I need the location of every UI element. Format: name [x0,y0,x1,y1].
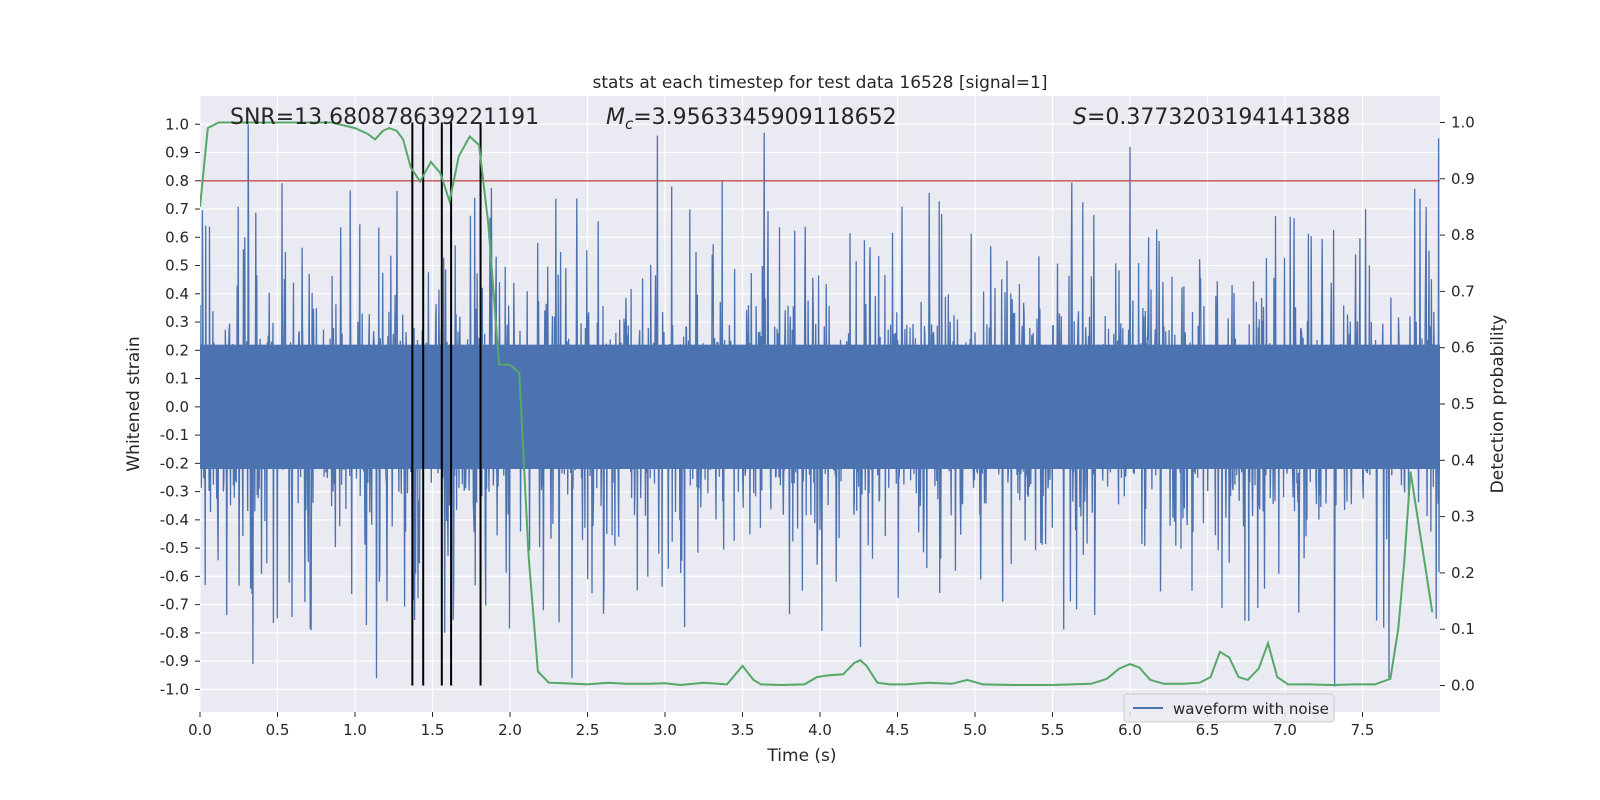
y-axis-right: 1.0 0.9 0.8 0.7 0.6 0.5 0.4 0.3 0.2 0.1 0.0 [1440,113,1475,695]
x-tick-label-10: 5.0 [963,721,987,739]
waveform-core-band [200,344,1440,469]
y-left-tick-label-14: -0.4 [160,511,189,529]
y-left-tick-label-9: 0.1 [165,370,189,388]
x-tick-label-3: 1.5 [421,721,445,739]
y-left-tick-label-2: 0.8 [165,172,189,190]
y-left-tick-label-18: -0.8 [160,624,189,642]
x-tick-label-12: 6.0 [1118,721,1142,739]
y-right-tick-label-0: 1.0 [1451,113,1475,131]
y-right-tick-label-1: 0.9 [1451,170,1475,188]
mc-symbol: M [606,105,625,130]
x-tick-label-4: 2.0 [498,721,522,739]
x-tick-label-9: 4.5 [886,721,910,739]
x-tick-label-8: 4.0 [808,721,832,739]
probability-series [200,121,1434,687]
s-symbol: S [1073,105,1087,130]
y-left-tick-label-5: 0.5 [165,257,189,275]
x-tick-label-1: 0.5 [266,721,290,739]
legend-box [1123,693,1335,723]
s-value: =0.3773203194141388 [1087,105,1350,130]
y-left-tick-label-3: 0.7 [165,200,189,218]
x-tick-label-5: 2.5 [576,721,600,739]
legend: waveform with noise [1123,693,1335,723]
y-left-tick-label-11: -0.1 [160,426,189,444]
mc-subscript: c [625,115,634,133]
y-left-tick-label-20: -1.0 [160,680,189,698]
y-left-tick-label-8: 0.2 [165,341,189,359]
y-left-tick-label-4: 0.6 [165,228,189,246]
x-axis: 0.0 0.5 1.0 1.5 2.0 2.5 3.0 3.5 4.0 4.5 5.0 5.5 6.0 6… [188,712,1374,739]
x-tick-label-13: 6.5 [1196,721,1220,739]
x-tick-label-0: 0.0 [188,721,212,739]
x-tick-label-11: 5.5 [1041,721,1065,739]
x-tick-label-2: 1.0 [343,721,367,739]
y-right-tick-label-2: 0.8 [1451,226,1475,244]
mc-value: =3.9563345909118652 [633,105,896,130]
x-tick-label-7: 3.5 [731,721,755,739]
y-left-tick-label-16: -0.6 [160,567,189,585]
y-left-tick-label-17: -0.7 [160,596,189,614]
snr-annotation: SNR=13.680878639221191 [230,105,539,130]
chart-title: stats at each timestep for test data 165… [593,73,1048,93]
y-right-tick-label-10: 0.0 [1451,677,1475,695]
y-left-tick-label-7: 0.3 [165,313,189,331]
y-right-tick-label-7: 0.3 [1451,508,1475,526]
spin-annotation: S=0.3773203194141388 [1073,105,1350,130]
y-left-tick-label-13: -0.3 [160,483,189,501]
x-tick-label-14: 7.0 [1273,721,1297,739]
x-tick-label-15: 7.5 [1351,721,1375,739]
y-left-tick-label-15: -0.5 [160,539,189,557]
y-right-tick-label-8: 0.2 [1451,564,1475,582]
y-left-tick-label-1: 0.9 [165,144,189,162]
vertical-lines [411,122,482,686]
chirp-mass-annotation: Mc=3.9563345909118652 [606,105,897,133]
y-left-tick-label-0: 1.0 [165,115,189,133]
y-left-tick-label-10: 0.0 [165,398,189,416]
y-axis-left-label: Whitened strain [124,336,144,471]
y-right-tick-label-9: 0.1 [1451,620,1475,638]
y-axis-right-label: Detection probability [1488,315,1508,494]
y-right-tick-label-6: 0.4 [1451,451,1475,469]
y-axis-left: 1.0 0.9 0.8 0.7 0.6 0.5 0.4 0.3 0.2 0.1 0.0 -0.1 -0.… [160,115,200,698]
x-tick-label-6: 3.0 [653,721,677,739]
y-left-tick-label-6: 0.4 [165,285,189,303]
x-axis-label: Time (s) [766,746,836,766]
legend-label: waveform with noise [1173,700,1329,718]
y-left-tick-label-12: -0.2 [160,454,189,472]
y-right-tick-label-5: 0.5 [1451,395,1475,413]
y-left-tick-label-19: -0.9 [160,652,189,670]
y-right-tick-label-3: 0.7 [1451,282,1475,300]
y-right-tick-label-4: 0.6 [1451,339,1475,357]
